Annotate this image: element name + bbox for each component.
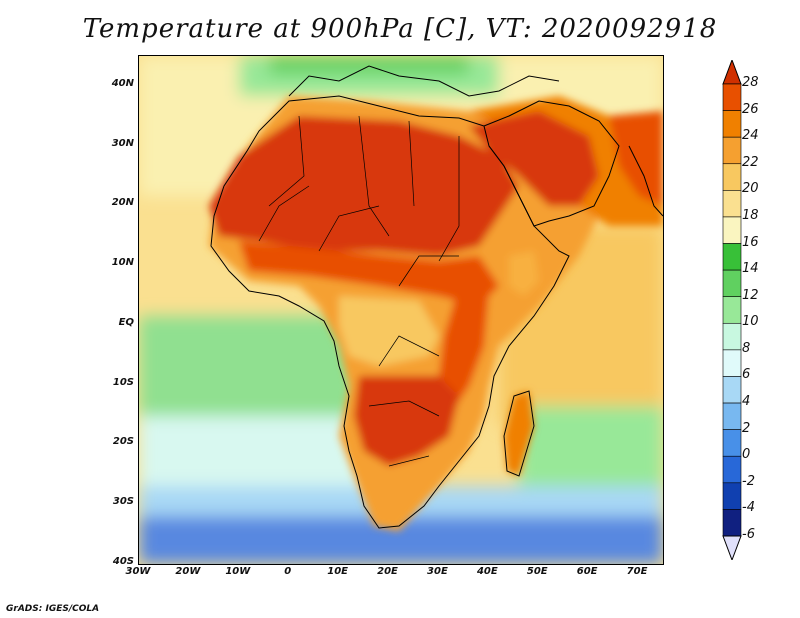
colorbar-label: 28 (742, 75, 759, 90)
colorbar-label: 16 (742, 234, 759, 250)
lon-tick-30E: 30E (427, 566, 448, 577)
colorbar (722, 60, 742, 560)
colorbar-label: 8 (742, 340, 751, 356)
india-land (609, 111, 663, 206)
colorbar-label: 10 (742, 314, 759, 330)
colorbar-box (722, 110, 742, 138)
lat-tick-EQ: EQ (118, 316, 134, 328)
ocean-indian-temperate (519, 406, 663, 496)
colorbar-label: 18 (742, 207, 759, 223)
colorbar-box (722, 429, 742, 457)
lon-tick-10W: 10W (225, 566, 251, 577)
europe-cool (269, 56, 469, 74)
colorbar-box (722, 243, 742, 271)
colorbar-label: 6 (742, 367, 751, 383)
temperature-map (138, 55, 664, 565)
congo-mild-region (339, 296, 439, 366)
lon-tick-60E: 60E (576, 566, 598, 577)
lat-tick-40N: 40N (111, 77, 134, 89)
lat-tick-20N: 20N (111, 197, 134, 209)
colorbar-box (722, 83, 742, 111)
colorbar-label: 2 (742, 420, 751, 436)
colorbar-label: -4 (742, 500, 755, 516)
colorbar-box (722, 190, 742, 218)
rift-hot-band (439, 286, 489, 416)
lon-tick-50E: 50E (526, 566, 548, 577)
colorbar-box (722, 216, 742, 244)
plot-title: Temperature at 900hPa [C], VT: 202009291… (82, 14, 718, 44)
lat-tick-30S: 30S (112, 496, 134, 508)
ethiopian-highland (509, 251, 539, 296)
colorbar-box (722, 482, 742, 510)
colorbar-top-arrow (722, 60, 742, 85)
arabia-hot-region (469, 111, 599, 206)
lat-tick-20S: 20S (112, 436, 134, 448)
lat-tick-10N: 10N (111, 257, 134, 269)
colorbar-label: 4 (742, 394, 751, 410)
colorbar-label: 24 (742, 128, 759, 144)
lat-tick-40S: 40S (112, 556, 134, 567)
grads-credit: GrADS: IGES/COLA (6, 604, 100, 614)
lon-tick-0: 0 (284, 566, 292, 577)
lon-tick-20E: 20E (377, 566, 398, 577)
colorbar-box (722, 376, 742, 404)
colorbar-label: 12 (742, 287, 759, 303)
lon-tick-10E: 10E (327, 566, 348, 577)
colorbar-label: 0 (742, 447, 751, 463)
lon-tick-70E: 70E (626, 566, 648, 577)
lon-tick-20W: 20W (175, 566, 201, 577)
colorbar-box (722, 296, 742, 324)
colorbar-box (722, 269, 742, 298)
country-borders (258, 115, 460, 467)
arabia-coastline (483, 100, 620, 227)
sahel-warm-band (239, 241, 499, 306)
colorbar-label: 14 (742, 261, 759, 277)
lat-tick-10S: 10S (112, 376, 134, 388)
colorbar-label: -6 (742, 527, 755, 542)
lon-tick-40E: 40E (476, 566, 498, 577)
map-canvas (139, 56, 663, 564)
colorbar-label: 26 (742, 101, 759, 117)
madagascar (504, 391, 534, 476)
colorbar-box (722, 322, 742, 351)
colorbar-label: -2 (742, 473, 755, 489)
mediterranean-north-coast (288, 65, 560, 97)
colorbar-box (722, 136, 742, 165)
sahara-hot-region (209, 116, 519, 256)
colorbar-box (722, 509, 742, 537)
colorbar-label: 20 (742, 181, 759, 197)
colorbar-bottom-arrow (722, 535, 742, 560)
madagascar-coast (503, 390, 535, 477)
southern-africa-hot-region (354, 376, 459, 466)
india-coastline (628, 145, 663, 217)
colorbar-box (722, 349, 742, 377)
africa-coastline (210, 95, 570, 529)
lat-tick-30N: 30N (111, 137, 134, 149)
colorbar-box (722, 455, 742, 484)
colorbar-box (722, 163, 742, 191)
colorbar-box (722, 402, 742, 430)
lon-tick-30W: 30W (125, 566, 151, 577)
colorbar-label: 22 (742, 154, 759, 170)
